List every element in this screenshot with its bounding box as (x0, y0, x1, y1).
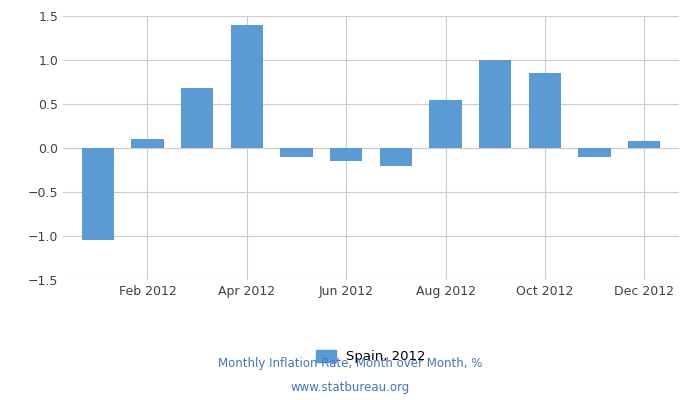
Bar (379, 148, 412, 166)
Bar (330, 148, 363, 161)
Bar (280, 148, 313, 157)
Bar (132, 139, 164, 148)
Text: www.statbureau.org: www.statbureau.org (290, 382, 410, 394)
Text: Monthly Inflation Rate, Month over Month, %: Monthly Inflation Rate, Month over Month… (218, 358, 482, 370)
Bar (479, 60, 511, 148)
Bar (528, 73, 561, 148)
Bar (82, 148, 114, 240)
Bar (578, 148, 610, 157)
Bar (429, 100, 462, 148)
Legend: Spain, 2012: Spain, 2012 (311, 345, 431, 369)
Bar (181, 88, 214, 148)
Bar (231, 25, 263, 148)
Bar (628, 141, 660, 148)
